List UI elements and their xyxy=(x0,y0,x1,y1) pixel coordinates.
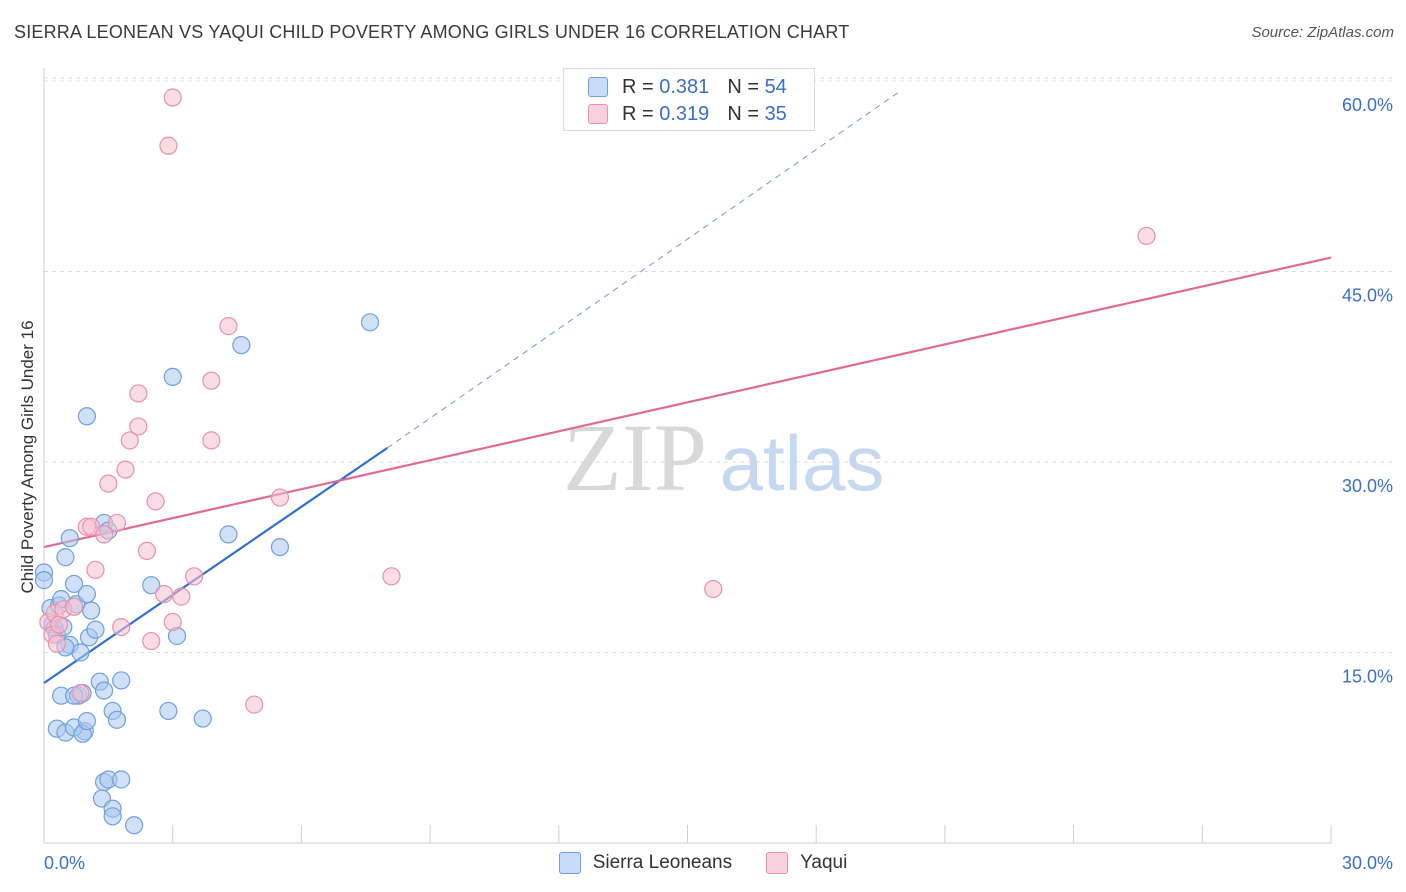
legend-n-label: N = xyxy=(727,75,759,98)
point-yaqui xyxy=(202,431,221,450)
watermark-zip: ZIP xyxy=(563,404,707,511)
point-sierra-leoneans xyxy=(77,407,97,426)
point-yaqui xyxy=(219,317,238,336)
point-yaqui xyxy=(71,684,90,703)
trendline-yaqui xyxy=(43,256,1332,549)
y-tick-label: 60.0% xyxy=(1342,95,1393,115)
point-sierra-leoneans xyxy=(142,576,161,595)
point-sierra-leoneans xyxy=(64,574,84,594)
point-sierra-leoneans xyxy=(112,671,131,690)
point-yaqui xyxy=(159,136,178,155)
watermark-atlas: atlas xyxy=(720,419,885,507)
point-yaqui xyxy=(172,587,191,606)
point-sierra-leoneans xyxy=(124,816,144,835)
point-sierra-leoneans xyxy=(56,548,75,567)
point-yaqui xyxy=(163,612,182,632)
point-sierra-leoneans xyxy=(159,701,178,721)
legend-n-label: N = xyxy=(727,102,759,125)
y-tick-label: 15.0% xyxy=(1342,667,1393,687)
y-tick-label: 30.0% xyxy=(1342,476,1393,496)
y-tick-label: 45.0% xyxy=(1342,286,1393,306)
point-sierra-leoneans xyxy=(270,537,290,557)
series-legend: Sierra Leoneans Yaqui xyxy=(0,852,1406,874)
point-sierra-leoneans xyxy=(60,529,79,548)
legend-row-yaqui: R = 0.319 N = 35 xyxy=(588,102,787,126)
point-yaqui xyxy=(1137,226,1156,246)
trend-lines xyxy=(43,89,1332,684)
point-yaqui xyxy=(112,617,131,637)
tick-labels: 15.0% 30.0% 45.0% 60.0% 0.0% 30.0% xyxy=(44,95,1393,873)
point-sierra-leoneans xyxy=(360,313,380,332)
chart-title: SIERRA LEONEAN VS YAQUI CHILD POVERTY AM… xyxy=(14,22,850,42)
point-yaqui xyxy=(49,615,69,634)
point-yaqui xyxy=(155,584,174,604)
watermark: ZIP atlas xyxy=(563,404,884,511)
point-sierra-leoneans xyxy=(163,367,182,387)
point-yaqui xyxy=(382,567,401,586)
point-yaqui xyxy=(245,695,264,714)
point-sierra-leoneans xyxy=(219,525,238,544)
legend-swatch-pink xyxy=(588,104,608,124)
series-legend-yaqui: Yaqui xyxy=(766,852,847,874)
point-yaqui xyxy=(64,597,84,616)
point-yaqui xyxy=(116,460,135,479)
legend-r-value: 0.319 xyxy=(659,102,710,125)
legend-n-value: 54 xyxy=(764,75,787,98)
series-swatch-pink xyxy=(766,852,789,874)
point-sierra-leoneans xyxy=(107,710,127,729)
legend-swatch-blue xyxy=(588,77,608,97)
point-sierra-leoneans xyxy=(34,571,54,590)
grid-lines xyxy=(44,77,1392,653)
point-yaqui xyxy=(185,567,204,586)
point-yaqui xyxy=(99,474,118,493)
point-yaqui xyxy=(129,384,148,403)
point-sierra-leoneans xyxy=(82,601,101,620)
point-yaqui xyxy=(146,492,165,511)
point-sierra-leoneans xyxy=(193,709,212,728)
legend-row-sierra-leoneans: R = 0.381 N = 54 xyxy=(588,75,787,99)
point-sierra-leoneans xyxy=(71,643,90,662)
point-sierra-leoneans xyxy=(86,620,105,639)
point-yaqui xyxy=(120,431,139,450)
point-sierra-leoneans xyxy=(103,807,122,826)
trendline-sierra-leoneans-extension xyxy=(386,89,903,449)
series-label: Yaqui xyxy=(800,852,848,873)
data-points xyxy=(34,88,1156,835)
point-yaqui xyxy=(94,525,114,544)
point-sierra-leoneans xyxy=(77,584,97,604)
legend-r-value: 0.381 xyxy=(659,75,710,98)
x-tick-label: 30.0% xyxy=(1342,853,1393,873)
legend-r-label: R = xyxy=(622,102,654,125)
y-axis-label: Child Poverty Among Girls Under 16 xyxy=(18,320,37,593)
point-yaqui xyxy=(142,631,161,651)
point-yaqui xyxy=(129,417,148,436)
series-legend-sierra-leoneans: Sierra Leoneans xyxy=(558,852,733,874)
correlation-legend: R = 0.381 N = 54 R = 0.319 N = 35 xyxy=(563,68,815,131)
point-yaqui xyxy=(163,88,182,107)
point-sierra-leoneans xyxy=(77,711,97,731)
point-sierra-leoneans xyxy=(112,770,131,789)
point-sierra-leoneans xyxy=(94,681,114,700)
point-yaqui xyxy=(704,579,723,599)
point-yaqui xyxy=(202,371,221,390)
series-swatch-blue xyxy=(558,852,581,874)
legend-n-value: 35 xyxy=(764,102,787,125)
legend-r-label: R = xyxy=(622,75,654,98)
series-label: Sierra Leoneans xyxy=(592,852,733,873)
trendline-sierra-leoneans xyxy=(43,447,388,684)
point-yaqui xyxy=(270,488,290,507)
point-yaqui xyxy=(107,513,127,533)
point-yaqui xyxy=(137,541,157,561)
source-credit: Source: ZipAtlas.com xyxy=(1251,24,1394,41)
point-yaqui xyxy=(47,634,66,653)
axes xyxy=(43,68,1332,844)
point-yaqui xyxy=(86,560,105,580)
x-tick-label: 0.0% xyxy=(44,853,85,873)
point-sierra-leoneans xyxy=(232,336,251,355)
